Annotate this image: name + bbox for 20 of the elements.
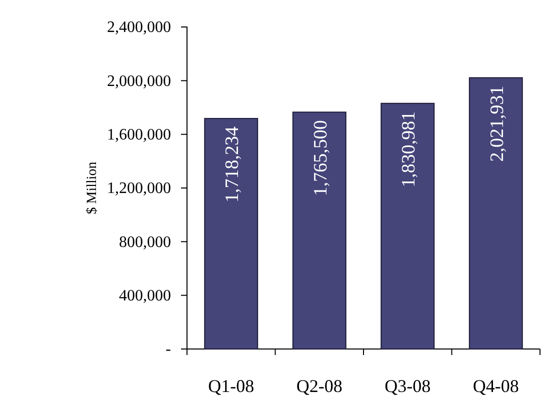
y-tick-label: 1,200,000 [107, 180, 171, 198]
data-label: 2,021,931 [486, 86, 508, 162]
y-tick-label: 800,000 [119, 234, 171, 251]
y-axis-title: $ Million [85, 162, 100, 214]
x-tick-label: Q1-08 [208, 376, 254, 396]
bar [204, 118, 258, 350]
y-tick-label: 400,000 [119, 287, 171, 304]
y-tick-label: 2,000,000 [107, 72, 171, 90]
data-label: 1,765,500 [310, 120, 332, 196]
data-label: 1,718,234 [222, 126, 244, 202]
bar [292, 112, 346, 350]
y-tick-label: - [166, 341, 171, 358]
data-label: 1,830,981 [398, 111, 420, 188]
y-tick-label: 2,400,000 [107, 19, 171, 36]
bar [468, 77, 523, 350]
x-tick-label: Q3-08 [384, 376, 431, 396]
x-tick-label: Q2-08 [296, 376, 342, 396]
bar [380, 102, 435, 350]
y-tick-label: 1,600,000 [107, 126, 171, 144]
x-tick-label: Q4-08 [472, 376, 519, 396]
